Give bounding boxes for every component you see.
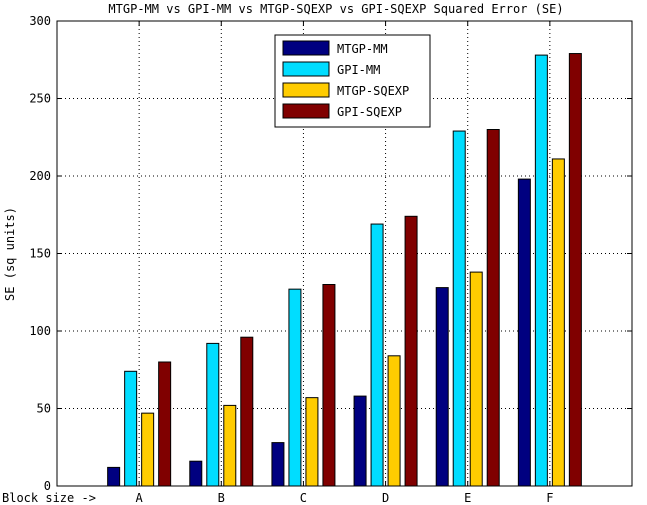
plot-area: 0 50 100 150 200 250 300 A B C D E F MTGP-MM GPI-MM MTG… bbox=[29, 14, 633, 505]
y-tick-label: 250 bbox=[29, 92, 51, 106]
bar-gpi-sqexp bbox=[158, 361, 172, 487]
bar-mtgp-mm bbox=[107, 466, 121, 487]
bar-gpi-sqexp bbox=[322, 284, 336, 487]
bar-mtgp-mm bbox=[517, 178, 531, 487]
bar-gpi-sqexp bbox=[240, 336, 254, 487]
y-tick-label: 100 bbox=[29, 324, 51, 338]
bar-mtgp-sqexp bbox=[223, 404, 237, 487]
x-axis-label: Block size -> bbox=[2, 491, 96, 505]
legend-label: GPI-MM bbox=[337, 63, 380, 77]
legend-swatch bbox=[282, 103, 330, 119]
bar-gpi-mm bbox=[206, 342, 220, 487]
bar-gpi-sqexp bbox=[486, 129, 500, 487]
x-tick-label: B bbox=[218, 491, 225, 505]
y-tick-label: 150 bbox=[29, 247, 51, 261]
legend-label: GPI-SQEXP bbox=[337, 105, 402, 119]
y-tick-label: 0 bbox=[44, 479, 51, 493]
x-tick-label: E bbox=[464, 491, 471, 505]
bar-gpi-sqexp bbox=[404, 215, 418, 487]
legend-label: MTGP-MM bbox=[337, 42, 388, 56]
bar-gpi-mm bbox=[288, 288, 302, 487]
y-tick-label: 300 bbox=[29, 14, 51, 28]
y-tick-label: 50 bbox=[37, 402, 51, 416]
legend-swatch bbox=[282, 40, 330, 56]
legend-label: MTGP-SQEXP bbox=[337, 84, 409, 98]
bar-gpi-mm bbox=[370, 223, 384, 487]
chart-title: MTGP-MM vs GPI-MM vs MTGP-SQEXP vs GPI-S… bbox=[108, 2, 563, 16]
bar-gpi-mm bbox=[124, 370, 138, 487]
bar-mtgp-sqexp bbox=[387, 355, 401, 487]
y-axis-label: SE (sq units) bbox=[3, 207, 17, 301]
bar-mtgp-sqexp bbox=[469, 271, 483, 487]
bar-mtgp-mm bbox=[271, 442, 285, 487]
bar-gpi-mm bbox=[534, 54, 548, 487]
bar-mtgp-sqexp bbox=[141, 412, 155, 487]
bar-gpi-sqexp bbox=[568, 53, 582, 487]
x-tick-label: A bbox=[136, 491, 144, 505]
legend-swatch bbox=[282, 82, 330, 98]
x-tick-label: F bbox=[546, 491, 553, 505]
legend-swatch bbox=[282, 61, 330, 77]
bar-mtgp-mm bbox=[189, 460, 203, 487]
bar-gpi-mm bbox=[452, 130, 466, 487]
y-tick-label: 200 bbox=[29, 169, 51, 183]
x-tick-label: C bbox=[300, 491, 307, 505]
bar-mtgp-sqexp bbox=[305, 397, 319, 487]
bar-mtgp-mm bbox=[435, 287, 449, 487]
x-tick-label: D bbox=[382, 491, 389, 505]
bar-mtgp-sqexp bbox=[551, 158, 565, 487]
bar-mtgp-mm bbox=[353, 395, 367, 487]
